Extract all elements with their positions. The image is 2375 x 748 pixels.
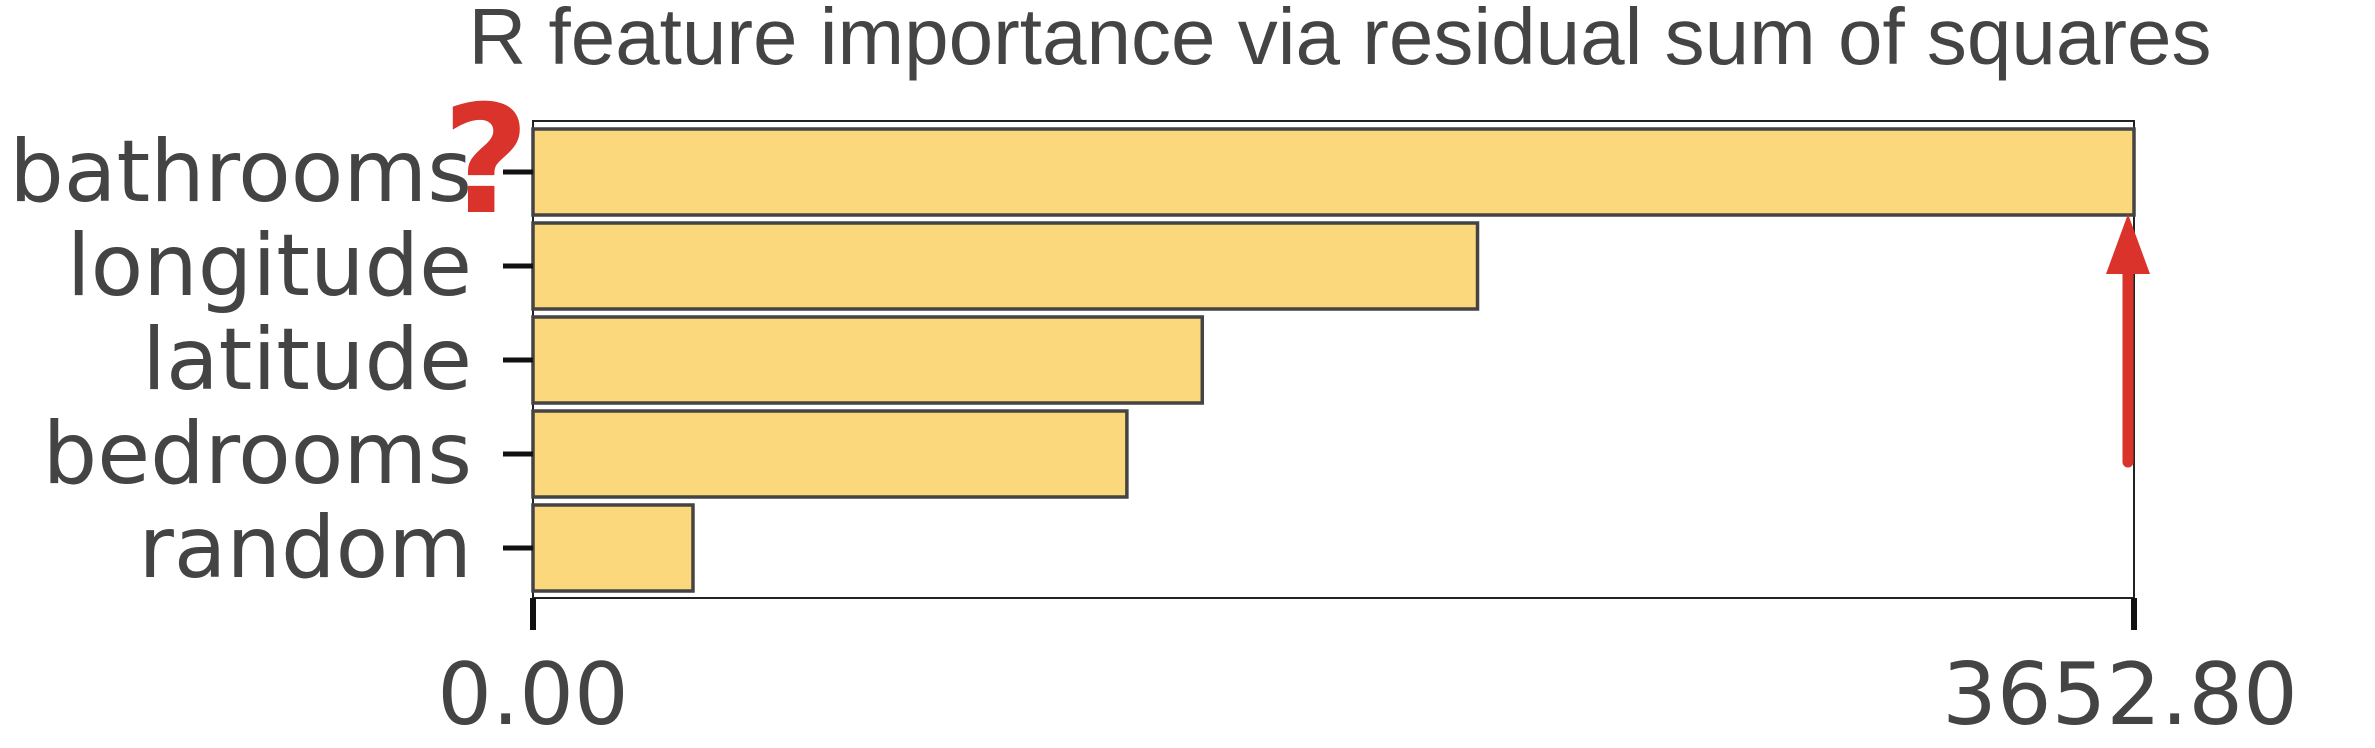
category-label-bathrooms: bathrooms bbox=[9, 122, 472, 222]
bar-bathrooms bbox=[531, 127, 2136, 217]
x-tick-label: 0.00 bbox=[437, 645, 628, 743]
category-label-longitude: longitude bbox=[67, 216, 472, 316]
chart-title: R feature importance via residual sum of… bbox=[468, 0, 2211, 81]
arrow-up-icon bbox=[2106, 214, 2150, 274]
bar-longitude bbox=[531, 221, 1480, 311]
category-label-random: random bbox=[138, 498, 472, 598]
question-mark-annotation: ? bbox=[442, 74, 529, 248]
bar-random bbox=[531, 503, 695, 593]
bar-latitude bbox=[531, 315, 1205, 405]
category-label-latitude: latitude bbox=[142, 310, 472, 410]
x-tick-label: 3652.80 bbox=[1942, 645, 2298, 743]
category-label-bedrooms: bedrooms bbox=[43, 404, 472, 504]
bar-bedrooms bbox=[531, 409, 1129, 499]
